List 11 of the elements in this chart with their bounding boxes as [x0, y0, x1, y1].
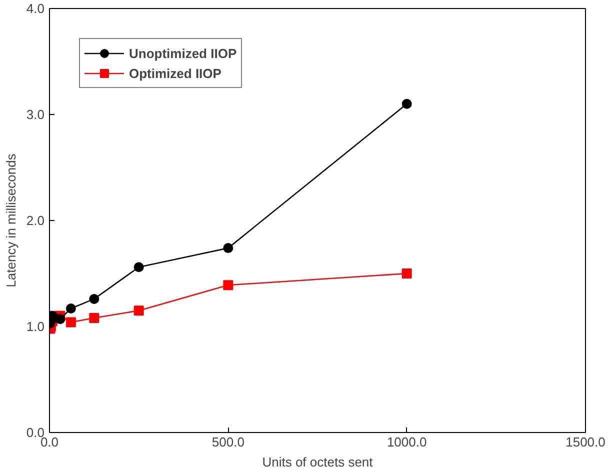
y-tick-label: 3.0 [26, 107, 45, 122]
y-axis-title: Latency in milliseconds [3, 153, 18, 288]
y-tick-label: 2.0 [26, 213, 45, 228]
x-tick-label: 500.0 [212, 434, 244, 450]
x-tick-label: 1000.0 [386, 434, 427, 450]
y-tick-label: 1.0 [26, 319, 45, 334]
y-tick-label: 4.0 [26, 1, 45, 16]
x-axis-title: Units of octets sent [262, 454, 374, 470]
legend-label: Optimized IIOP [129, 66, 222, 80]
legend-label: Unoptimized IIOP [129, 46, 237, 60]
x-tick-label: 1500.0 [566, 434, 606, 450]
